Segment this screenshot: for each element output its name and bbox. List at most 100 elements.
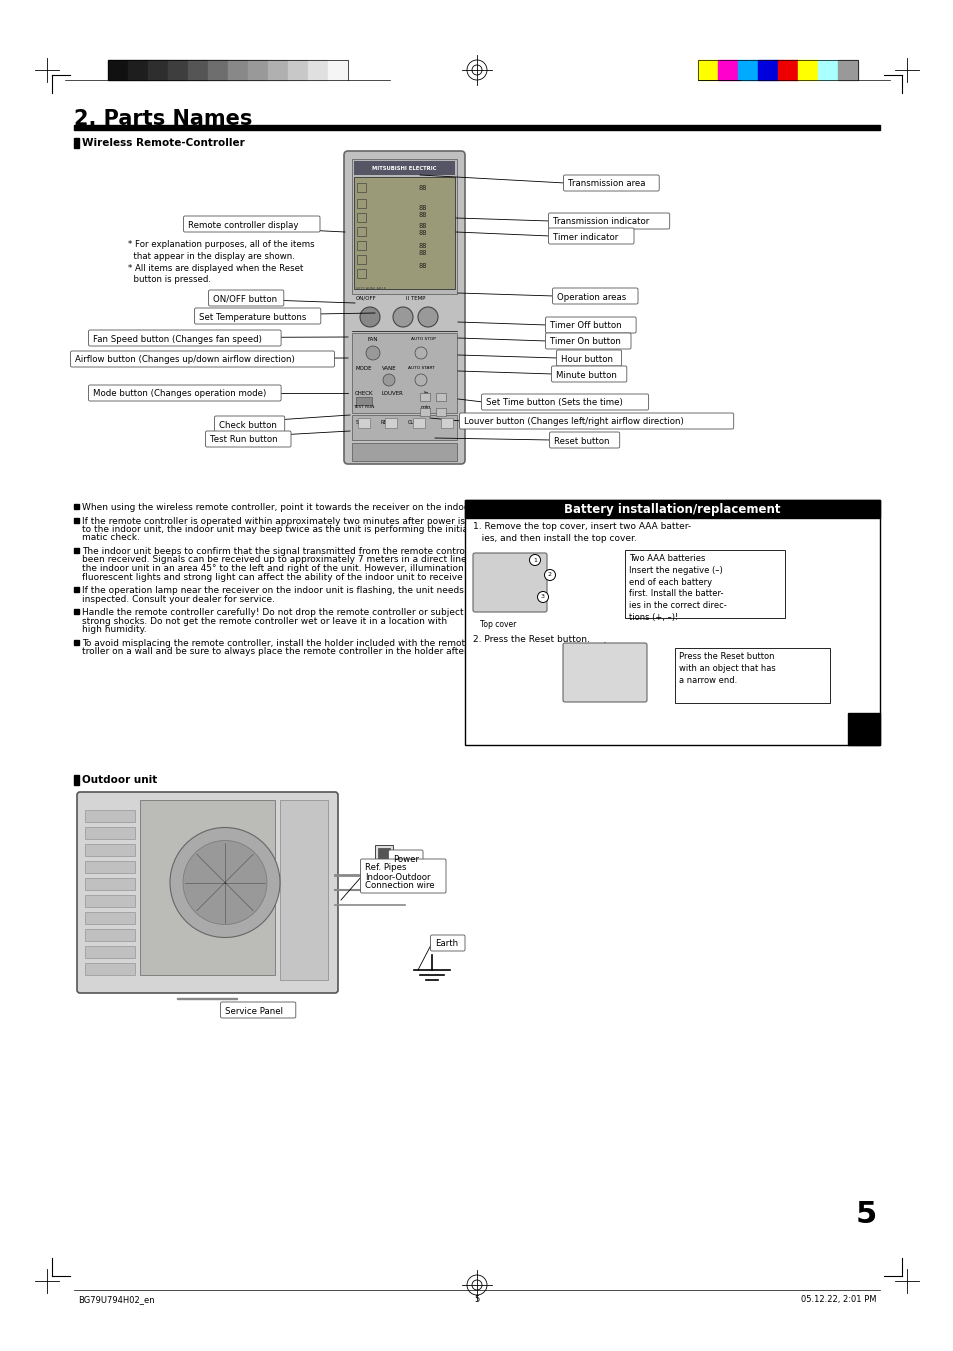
Text: Indoor-Outdoor: Indoor-Outdoor [365, 873, 430, 881]
Bar [128, 59, 148, 80]
Circle shape [537, 592, 548, 603]
Text: AUTO STOP: AUTO STOP [410, 336, 435, 340]
FancyBboxPatch shape [562, 643, 646, 703]
Bar [355, 397, 372, 405]
Bar [85, 946, 135, 958]
Text: 1. Remove the top cover, insert two AAA batter-
   ies, and then install the top: 1. Remove the top cover, insert two AAA … [473, 521, 690, 543]
Bar [268, 59, 288, 80]
FancyBboxPatch shape [344, 151, 464, 463]
Bar [108, 59, 128, 80]
Bar [85, 929, 135, 942]
Bar [356, 240, 366, 250]
Text: Ref. Pipes: Ref. Pipes [365, 863, 406, 873]
Bar [675, 648, 829, 703]
Text: Service Panel: Service Panel [225, 1006, 283, 1016]
FancyBboxPatch shape [556, 350, 621, 366]
Bar [74, 517, 79, 523]
Bar [375, 844, 393, 867]
Bar [352, 443, 456, 461]
Bar [738, 59, 758, 80]
Text: BG79U794H02_en: BG79U794H02_en [78, 1296, 154, 1304]
Text: 5: 5 [474, 1296, 479, 1304]
Bar [248, 59, 268, 80]
Bar [352, 159, 456, 295]
Bar [74, 138, 79, 149]
Text: Top cover: Top cover [479, 620, 516, 630]
Text: 88
88: 88 88 [418, 243, 427, 255]
Circle shape [417, 307, 437, 327]
Bar [356, 269, 366, 278]
Bar [356, 182, 366, 192]
Text: VANE: VANE [381, 366, 395, 372]
Text: SET: SET [355, 420, 364, 426]
Bar [74, 639, 79, 644]
Bar [74, 586, 79, 592]
Bar [837, 59, 857, 80]
FancyBboxPatch shape [183, 216, 319, 232]
Bar [85, 811, 135, 821]
FancyBboxPatch shape [430, 935, 464, 951]
Text: To avoid misplacing the remote controller, install the holder included with the : To avoid misplacing the remote controlle… [82, 639, 493, 647]
Bar [718, 59, 738, 80]
FancyBboxPatch shape [205, 431, 291, 447]
Bar [352, 332, 456, 413]
FancyBboxPatch shape [548, 228, 634, 245]
Bar [354, 177, 455, 289]
Bar [228, 59, 248, 80]
Text: FAN: FAN [367, 336, 377, 342]
Bar [419, 393, 430, 401]
FancyBboxPatch shape [551, 366, 626, 382]
Text: If the operation lamp near the receiver on the indoor unit is flashing, the unit: If the operation lamp near the receiver … [82, 586, 490, 594]
Bar [778, 59, 797, 80]
Circle shape [382, 374, 395, 386]
Bar [85, 963, 135, 975]
FancyBboxPatch shape [77, 792, 337, 993]
Bar [758, 59, 778, 80]
Circle shape [359, 307, 379, 327]
Bar [624, 550, 784, 617]
FancyBboxPatch shape [548, 213, 669, 230]
Text: AUTO START: AUTO START [407, 366, 434, 370]
Text: Remote controller display: Remote controller display [188, 220, 298, 230]
FancyBboxPatch shape [209, 290, 283, 305]
Bar [419, 408, 430, 416]
Text: Outdoor unit: Outdoor unit [82, 775, 157, 785]
Bar [354, 161, 455, 176]
Text: fluorescent lights and strong light can affect the ability of the indoor unit to: fluorescent lights and strong light can … [82, 573, 499, 581]
Text: CLOCK: CLOCK [407, 420, 424, 426]
Text: 1: 1 [533, 558, 537, 562]
Bar [74, 126, 879, 130]
Text: Transmission indicator: Transmission indicator [553, 218, 649, 227]
Text: MITSUBISHI ELECTRIC: MITSUBISHI ELECTRIC [372, 166, 436, 170]
Text: LOUVER: LOUVER [380, 390, 402, 396]
Bar [85, 878, 135, 890]
Text: 88: 88 [418, 185, 427, 190]
Bar [464, 500, 879, 517]
Bar [85, 844, 135, 857]
Circle shape [170, 828, 280, 938]
Text: 2: 2 [547, 573, 552, 577]
Bar [698, 59, 857, 80]
Text: been received. Signals can be received up to approximately 7 meters in a direct : been received. Signals can be received u… [82, 555, 490, 565]
Text: 88
88: 88 88 [418, 205, 427, 218]
Text: 5: 5 [855, 1200, 876, 1229]
Text: Set Temperature buttons: Set Temperature buttons [199, 312, 306, 322]
Text: Power: Power [393, 854, 418, 863]
Text: Wireless Remote-Controller: Wireless Remote-Controller [82, 138, 245, 149]
Text: Set Time button (Sets the time): Set Time button (Sets the time) [485, 399, 622, 408]
FancyBboxPatch shape [214, 416, 284, 432]
Text: Hour button: Hour button [560, 354, 613, 363]
Text: Check button: Check button [219, 420, 276, 430]
Bar [308, 59, 328, 80]
Bar [85, 894, 135, 907]
Text: matic check.: matic check. [82, 534, 140, 543]
FancyBboxPatch shape [549, 432, 619, 449]
Text: TEST RUN: TEST RUN [353, 405, 375, 409]
Text: 3: 3 [540, 594, 544, 600]
Bar [85, 861, 135, 873]
Bar [817, 59, 837, 80]
Bar [148, 59, 168, 80]
Text: Press the Reset button
with an object that has
a narrow end.: Press the Reset button with an object th… [679, 653, 775, 685]
Text: Fan Speed button (Changes fan speed): Fan Speed button (Changes fan speed) [92, 335, 262, 343]
Text: strong shocks. Do not get the remote controller wet or leave it in a location wi: strong shocks. Do not get the remote con… [82, 616, 447, 626]
